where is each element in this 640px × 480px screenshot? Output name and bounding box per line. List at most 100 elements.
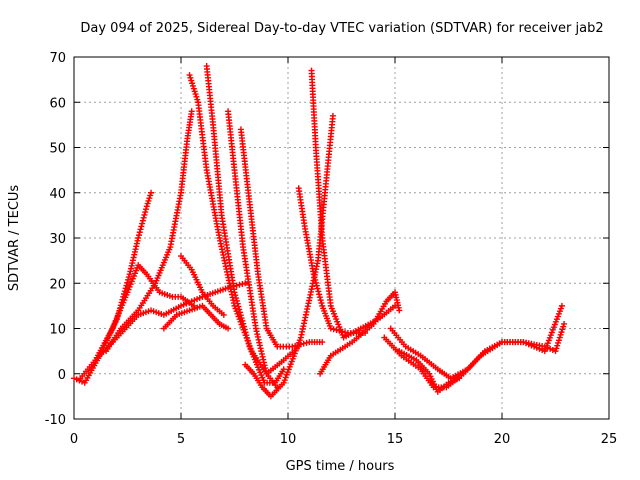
data-point bbox=[129, 275, 136, 282]
data-point bbox=[123, 282, 130, 289]
data-point bbox=[558, 302, 565, 309]
data-point bbox=[233, 282, 240, 289]
data-point bbox=[313, 279, 320, 286]
data-point bbox=[239, 317, 246, 324]
data-point bbox=[122, 285, 129, 292]
series-arc-13 bbox=[308, 67, 398, 341]
data-point bbox=[241, 326, 248, 333]
data-point bbox=[135, 232, 142, 239]
data-point bbox=[189, 80, 196, 87]
data-point bbox=[137, 226, 144, 233]
data-point bbox=[240, 323, 247, 330]
data-point bbox=[133, 267, 140, 274]
data-point bbox=[186, 72, 193, 79]
data-point bbox=[139, 220, 146, 227]
y-tick-label: 30 bbox=[49, 232, 66, 247]
data-point bbox=[330, 326, 337, 333]
data-point bbox=[191, 88, 198, 95]
data-point bbox=[310, 271, 317, 278]
data-point bbox=[329, 112, 336, 119]
data-point bbox=[234, 300, 241, 307]
data-point bbox=[235, 303, 242, 310]
data-point bbox=[134, 264, 141, 271]
data-point bbox=[147, 192, 154, 199]
series-arc-6 bbox=[178, 253, 227, 318]
series-arc-17 bbox=[396, 348, 463, 395]
series-arc-1 bbox=[71, 189, 155, 386]
x-tick-label: 25 bbox=[601, 432, 618, 447]
data-point bbox=[131, 270, 138, 277]
data-point bbox=[561, 320, 568, 327]
data-point bbox=[456, 375, 463, 382]
data-point bbox=[244, 335, 251, 342]
data-point bbox=[327, 325, 334, 332]
data-point bbox=[231, 289, 238, 296]
data-point bbox=[188, 77, 195, 84]
data-point bbox=[312, 276, 319, 283]
data-point bbox=[317, 297, 324, 304]
data-point bbox=[128, 278, 135, 285]
chart-title: Day 094 of 2025, Sidereal Day-to-day VTE… bbox=[80, 21, 603, 36]
data-series bbox=[71, 63, 568, 400]
data-point bbox=[143, 203, 150, 210]
series-arc-14 bbox=[317, 289, 403, 377]
data-point bbox=[313, 282, 320, 289]
data-point bbox=[233, 295, 240, 302]
data-point bbox=[237, 312, 244, 319]
y-tick-label: -10 bbox=[45, 413, 66, 428]
data-point bbox=[193, 93, 200, 100]
data-point bbox=[124, 289, 131, 296]
data-point bbox=[560, 323, 567, 330]
data-point bbox=[242, 329, 249, 336]
data-point bbox=[314, 285, 321, 292]
y-axis: -10 0 10 20 30 40 50 60 70 bbox=[45, 51, 609, 428]
data-point bbox=[125, 274, 132, 281]
data-point bbox=[124, 279, 131, 286]
series-arc-15 bbox=[387, 320, 568, 382]
data-point bbox=[190, 85, 197, 92]
data-point bbox=[142, 209, 149, 216]
x-tick-label: 10 bbox=[280, 432, 297, 447]
data-point bbox=[559, 326, 566, 333]
data-point bbox=[194, 96, 201, 103]
data-point bbox=[126, 283, 133, 290]
x-tick-label: 0 bbox=[70, 432, 78, 447]
data-point bbox=[140, 214, 147, 221]
data-point bbox=[145, 197, 152, 204]
data-point bbox=[555, 339, 562, 346]
x-axis-label: GPS time / hours bbox=[286, 459, 395, 474]
data-point bbox=[242, 280, 249, 287]
data-point bbox=[135, 235, 142, 241]
data-point bbox=[315, 288, 322, 295]
data-point bbox=[244, 337, 251, 344]
y-tick-label: 20 bbox=[49, 277, 66, 292]
data-point bbox=[553, 345, 560, 352]
data-point bbox=[316, 291, 323, 298]
y-tick-label: 0 bbox=[58, 368, 66, 383]
data-point bbox=[232, 292, 239, 299]
data-point bbox=[289, 343, 296, 350]
data-point bbox=[190, 302, 197, 309]
data-point bbox=[316, 294, 323, 301]
data-point bbox=[236, 306, 243, 313]
series-arc-10 bbox=[237, 126, 326, 350]
x-axis: 0 5 10 15 20 25 bbox=[70, 57, 617, 447]
data-point bbox=[243, 332, 250, 339]
x-tick-label: 20 bbox=[494, 432, 511, 447]
data-point bbox=[220, 311, 227, 318]
data-point bbox=[303, 339, 310, 346]
data-point bbox=[148, 189, 155, 196]
data-point bbox=[318, 299, 325, 306]
y-tick-label: 70 bbox=[49, 51, 66, 66]
y-tick-label: 50 bbox=[49, 142, 66, 157]
y-tick-label: 40 bbox=[49, 187, 66, 202]
data-point bbox=[189, 82, 196, 89]
data-point bbox=[130, 273, 137, 280]
data-point bbox=[319, 339, 326, 346]
data-point bbox=[188, 108, 195, 115]
data-point bbox=[187, 74, 194, 81]
data-point bbox=[141, 211, 148, 218]
data-point bbox=[139, 217, 146, 224]
data-point bbox=[192, 91, 199, 98]
